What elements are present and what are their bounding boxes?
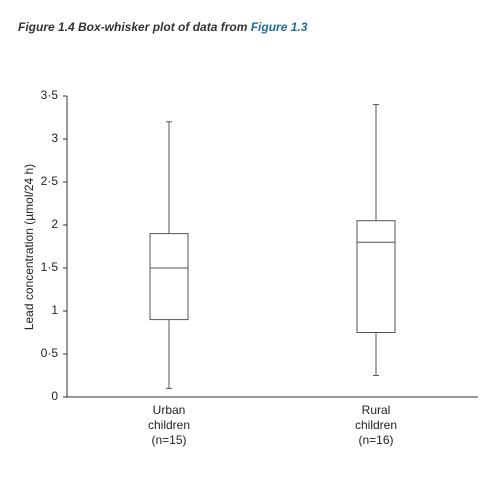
box — [149, 233, 189, 321]
x-tick-label: (n=16) — [358, 433, 393, 447]
x-tick-label: children — [148, 418, 190, 432]
y-tick-label: 0·5 — [41, 346, 59, 360]
x-tick-label: Urban — [153, 403, 186, 417]
title-text: Figure 1.4 Box-whisker plot of data from — [18, 20, 248, 34]
y-tick-label: 1 — [51, 303, 58, 317]
y-tick-label: 1·5 — [41, 260, 59, 274]
title-reference[interactable]: Figure 1.3 — [251, 20, 308, 34]
chart-title: Figure 1.4 Box-whisker plot of data from… — [18, 20, 308, 34]
y-tick-label: 0 — [51, 389, 58, 403]
y-tick-label: 3 — [51, 131, 58, 145]
y-tick-label: 2·5 — [41, 174, 59, 188]
x-tick-label: Rural — [362, 403, 391, 417]
y-axis-label: Lead concentration (µmol/24 h) — [22, 164, 36, 330]
box — [356, 220, 396, 333]
y-tick-label: 2 — [51, 217, 58, 231]
x-tick-label: children — [355, 418, 397, 432]
x-tick-label: (n=15) — [151, 433, 186, 447]
y-tick-label: 3·5 — [41, 88, 59, 102]
